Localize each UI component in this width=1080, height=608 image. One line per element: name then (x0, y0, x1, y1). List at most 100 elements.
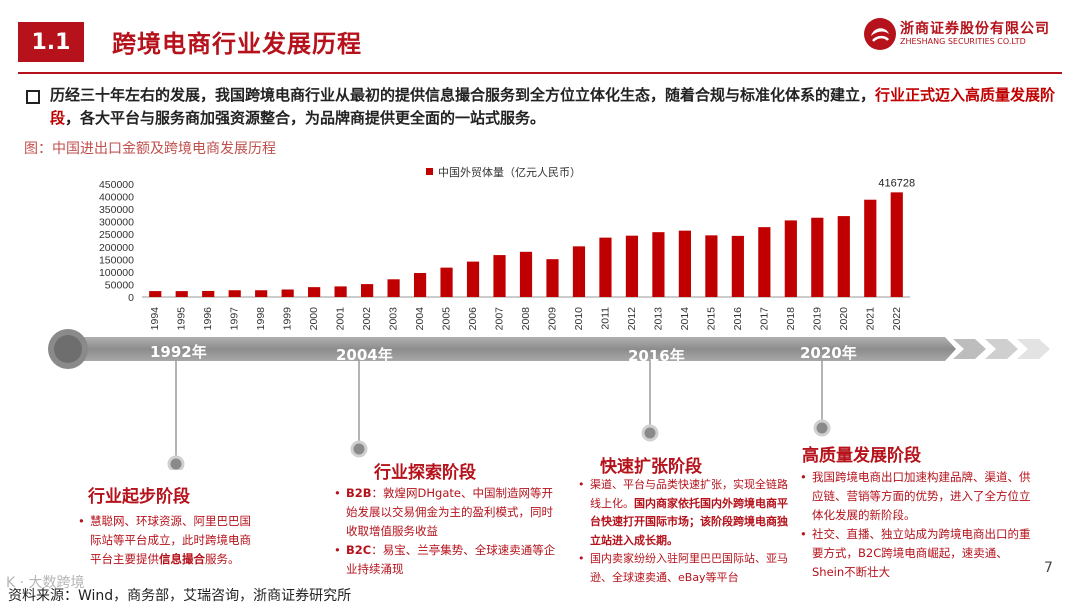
bar-2003 (387, 279, 400, 297)
bar-2001 (334, 286, 347, 297)
bar-series (149, 192, 903, 297)
x-tick-label: 2008 (520, 307, 532, 331)
section-number: 1.1 (31, 29, 71, 55)
x-tick-label: 2020 (838, 307, 850, 331)
intro-paragraph: 历经三十年左右的发展，我国跨境电商行业从最初的提供信息撮合服务到全方位立体化生态… (50, 84, 1060, 130)
timeline-label-2004: 2004年 (336, 346, 393, 364)
stage-item-text: ：敦煌网DHgate、中国制造网等开始发展以交易佣金为主的盈利模式，同时收取增值… (346, 486, 553, 538)
stage-item-text: 国内卖家纷纷入驻阿里巴巴国际站、亚马逊、全球速卖通、eBay等平台 (590, 552, 788, 584)
x-tick-label: 1997 (229, 307, 241, 331)
timeline-label-2020: 2020年 (800, 344, 857, 362)
x-tick-label: 2007 (494, 307, 506, 331)
bar-2011 (599, 237, 612, 297)
stage-item: B2B：敦煌网DHgate、中国制造网等开始发展以交易佣金为主的盈利模式，同时收… (332, 484, 557, 541)
source-note: 资料来源：Wind，商务部，艾瑞咨询，浙商证券研究所 (8, 588, 352, 604)
figure-caption: 图：中国进出口金额及跨境电商发展历程 (24, 141, 276, 157)
company-name-cn: 浙商证券股份有限公司 (900, 21, 1050, 37)
y-tick-label: 200000 (99, 242, 134, 254)
bar-2021 (864, 199, 877, 297)
x-tick-label: 2005 (441, 307, 453, 331)
x-tick-label: 2012 (626, 307, 638, 331)
bar-2012 (625, 235, 639, 297)
intro-text-2: ，各大平台与服务商加强资源整合，为品牌商提供更全面的一站式服务。 (65, 109, 546, 127)
x-tick-label: 1995 (176, 307, 188, 331)
y-tick-label: 350000 (99, 204, 134, 216)
stage-item-emphasis: 信息撮合 (159, 552, 205, 566)
bar-2014 (678, 230, 691, 297)
stage-item: 国内卖家纷纷入驻阿里巴巴国际站、亚马逊、全球速卖通、eBay等平台 (576, 550, 794, 587)
bar-2009 (546, 259, 559, 297)
bar-2006 (466, 261, 480, 297)
bar-2016 (731, 235, 744, 297)
stage-item-text: 服务。 (205, 552, 240, 566)
x-tick-label: 2006 (467, 307, 479, 331)
bar-2013 (652, 232, 665, 297)
bar-2018 (784, 220, 797, 297)
x-tick-label: 1998 (255, 307, 267, 331)
x-tick-label: 2009 (546, 307, 558, 331)
stage-item: 慧聪网、环球资源、阿里巴巴国际站等平台成立，此时跨境电商平台主要提供信息撮合服务… (76, 512, 251, 569)
x-tick-label: 2015 (705, 307, 717, 331)
x-tick-label: 2004 (414, 307, 426, 331)
bar-1999 (281, 289, 294, 297)
x-tick-label: 2021 (864, 307, 876, 331)
trade-volume-bar-chart: 0500001000001500002000002500003000003500… (99, 165, 915, 331)
stage-item-text: 渠道、平台与品类快速扩张，实现全链路线上化。 (590, 478, 788, 510)
stage-list-expansion: 渠道、平台与品类快速扩张，实现全链路线上化。国内商家依托国内外跨境电商平台快速打… (576, 476, 794, 587)
x-tick-label: 2010 (573, 307, 585, 331)
chart-annotation: 416728 (878, 177, 915, 189)
x-tick-label: 2002 (361, 307, 373, 331)
stage-item-text: 我国跨境电商出口加速构建品牌、渠道、供应链、营销等方面的优势，进入了全方位立体化… (812, 470, 1031, 522)
legend-label: 中国外贸体量（亿元人民币） (438, 165, 581, 179)
bar-1997 (228, 290, 241, 297)
bar-1994 (149, 291, 162, 297)
stage-title-quality: 高质量发展阶段 (802, 446, 921, 466)
bar-2017 (758, 227, 771, 297)
zheshang-logo-icon (864, 18, 896, 50)
stage-item: 我国跨境电商出口加速构建品牌、渠道、供应链、营销等方面的优势，进入了全方位立体化… (798, 468, 1038, 525)
stage-list-quality: 我国跨境电商出口加速构建品牌、渠道、供应链、营销等方面的优势，进入了全方位立体化… (798, 468, 1038, 582)
stage-item: 渠道、平台与品类快速扩张，实现全链路线上化。国内商家依托国内外跨境电商平台快速打… (576, 476, 794, 550)
stage-item-emphasis: B2B (346, 486, 372, 500)
x-tick-label: 2018 (785, 307, 797, 331)
stage-item-text: 社交、直播、独立站成为跨境电商出口的重要方式，B2C跨境电商崛起，速卖通、She… (812, 527, 1031, 579)
x-tick-label: 1996 (202, 307, 214, 331)
legend-swatch (426, 168, 433, 175)
timeline-arrow (48, 329, 1050, 369)
stage-list-startup: 慧聪网、环球资源、阿里巴巴国际站等平台成立，此时跨境电商平台主要提供信息撮合服务… (76, 512, 251, 569)
x-axis-labels: 1994 1995 1996 1997 1998 1999 2000 2001 2002 2003… (149, 307, 903, 331)
title-divider (18, 72, 1062, 74)
stage-title-explore: 行业探索阶段 (374, 463, 476, 483)
bar-1995 (175, 291, 188, 297)
x-tick-label: 1994 (149, 307, 161, 331)
stage-list-explore: B2B：敦煌网DHgate、中国制造网等开始发展以交易佣金为主的盈利模式，同时收… (332, 484, 557, 579)
stage-title-expansion: 快速扩张阶段 (600, 457, 702, 477)
intro-highlight: 行业正式迈入高质量发展阶段 (50, 86, 1056, 127)
timeline-label-1992: 1992年 (150, 343, 207, 361)
bar-1996 (202, 290, 215, 297)
bar-2008 (519, 251, 533, 297)
bar-2007 (493, 255, 506, 297)
bar-2020 (837, 216, 850, 297)
intro-bullet-icon (26, 90, 40, 104)
stage-item-text: 慧聪网、环球资源、阿里巴巴国际站等平台成立，此时跨境电商平台主要提供 (90, 514, 251, 566)
y-tick-label: 250000 (99, 229, 134, 241)
x-tick-label: 1999 (282, 307, 294, 331)
slide-title: 跨境电商行业发展历程 (112, 30, 362, 58)
x-tick-label: 2016 (732, 307, 744, 331)
stage-item-emphasis: 国内商家依托国内外跨境电商平台快速打开国际市场；该阶段跨境电商独立站进入成长期。 (590, 496, 788, 547)
y-tick-label: 150000 (99, 254, 134, 266)
y-tick-label: 100000 (99, 267, 134, 279)
section-number-badge: 1.1 (18, 22, 84, 62)
stage-title-startup: 行业起步阶段 (88, 487, 190, 507)
bar-1998 (255, 290, 268, 297)
stage-item: 社交、直播、独立站成为跨境电商出口的重要方式，B2C跨境电商崛起，速卖通、She… (798, 525, 1038, 582)
x-tick-label: 2017 (758, 307, 770, 331)
x-tick-label: 2003 (388, 307, 400, 331)
bar-2002 (361, 284, 374, 297)
stage-item-emphasis: B2C (346, 543, 372, 557)
x-tick-label: 2011 (599, 307, 611, 330)
x-tick-label: 2014 (679, 307, 691, 331)
x-tick-label: 2022 (891, 307, 903, 331)
y-axis: 0500001000001500002000002500003000003500… (99, 179, 910, 304)
